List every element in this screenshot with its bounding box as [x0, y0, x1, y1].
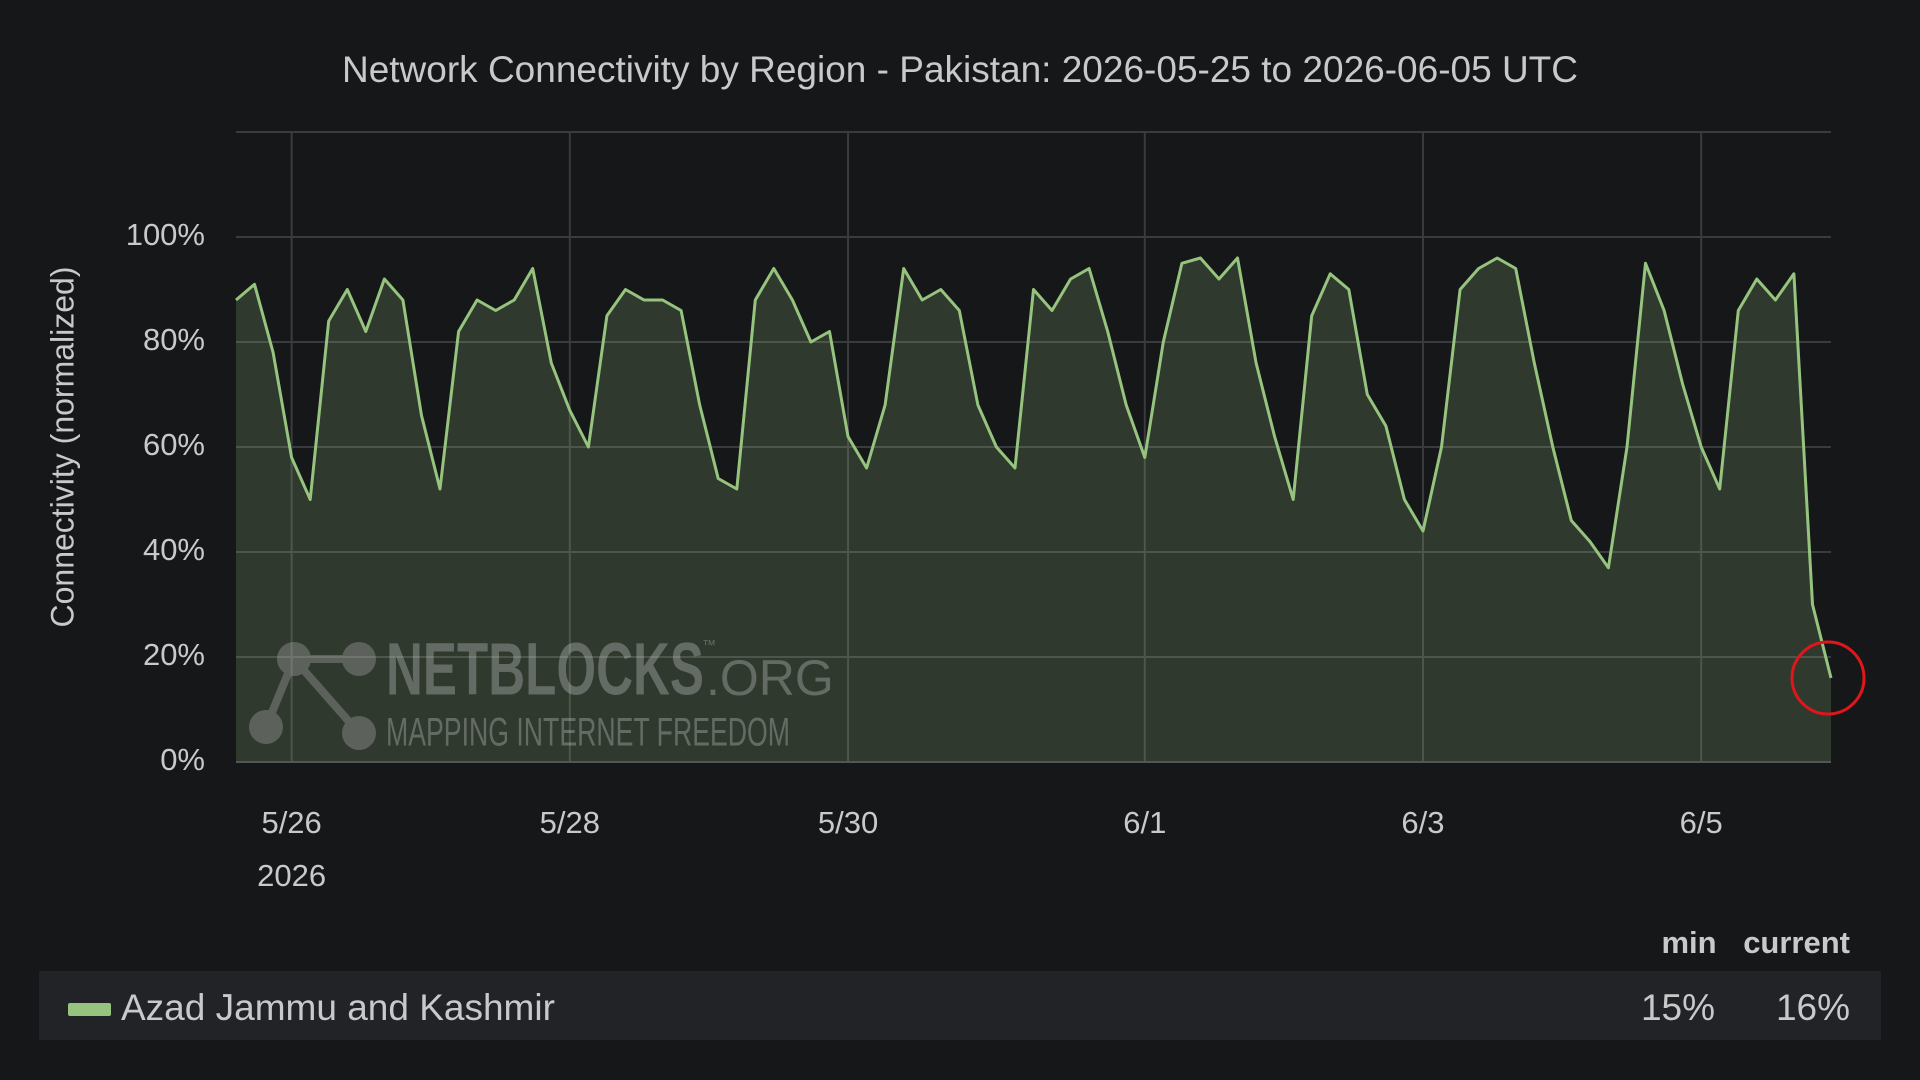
legend-stat: 16% [1776, 987, 1850, 1028]
area [236, 258, 1831, 762]
legend-label[interactable]: Azad Jammu and Kashmir [121, 987, 555, 1028]
x-year-label: 2026 [257, 858, 326, 893]
x-tick-label: 5/30 [818, 805, 878, 840]
y-tick-label: 80% [143, 322, 205, 357]
legend-stat: 15% [1641, 987, 1715, 1028]
logo-dot [342, 642, 376, 676]
watermark: NETBLOCKS .ORG ™ MAPPING INTERNET FREEDO… [249, 628, 834, 755]
legend-row [39, 971, 1881, 1040]
x-tick-label: 6/5 [1680, 805, 1723, 840]
watermark-tagline: MAPPING INTERNET FREEDOM [386, 711, 790, 755]
highlight-ring [1790, 640, 1866, 716]
watermark-tm: ™ [702, 637, 716, 653]
x-tick-label: 5/28 [540, 805, 600, 840]
y-tick-label: 60% [143, 427, 205, 462]
y-tick-label: 0% [160, 742, 205, 777]
logo-dot [277, 642, 311, 676]
logo-dot [342, 716, 376, 750]
y-tick-label: 40% [143, 532, 205, 567]
y-axis-label: Connectivity (normalized) [44, 266, 80, 627]
y-tick-label: 100% [126, 217, 205, 252]
chart-title: Network Connectivity by Region - Pakista… [342, 49, 1578, 90]
watermark-suffix: .ORG [706, 650, 834, 706]
legend-swatch [68, 1003, 111, 1016]
logo-dot [249, 710, 283, 744]
legend-column: current [1743, 925, 1850, 960]
x-tick-label: 6/1 [1123, 805, 1166, 840]
x-tick-label: 5/26 [261, 805, 321, 840]
logo-link [262, 655, 363, 736]
line [235, 256, 1833, 679]
watermark-brand: NETBLOCKS [386, 628, 704, 711]
x-tick-label: 6/3 [1401, 805, 1444, 840]
legend-column: min [1661, 925, 1716, 960]
y-tick-label: 20% [143, 637, 205, 672]
